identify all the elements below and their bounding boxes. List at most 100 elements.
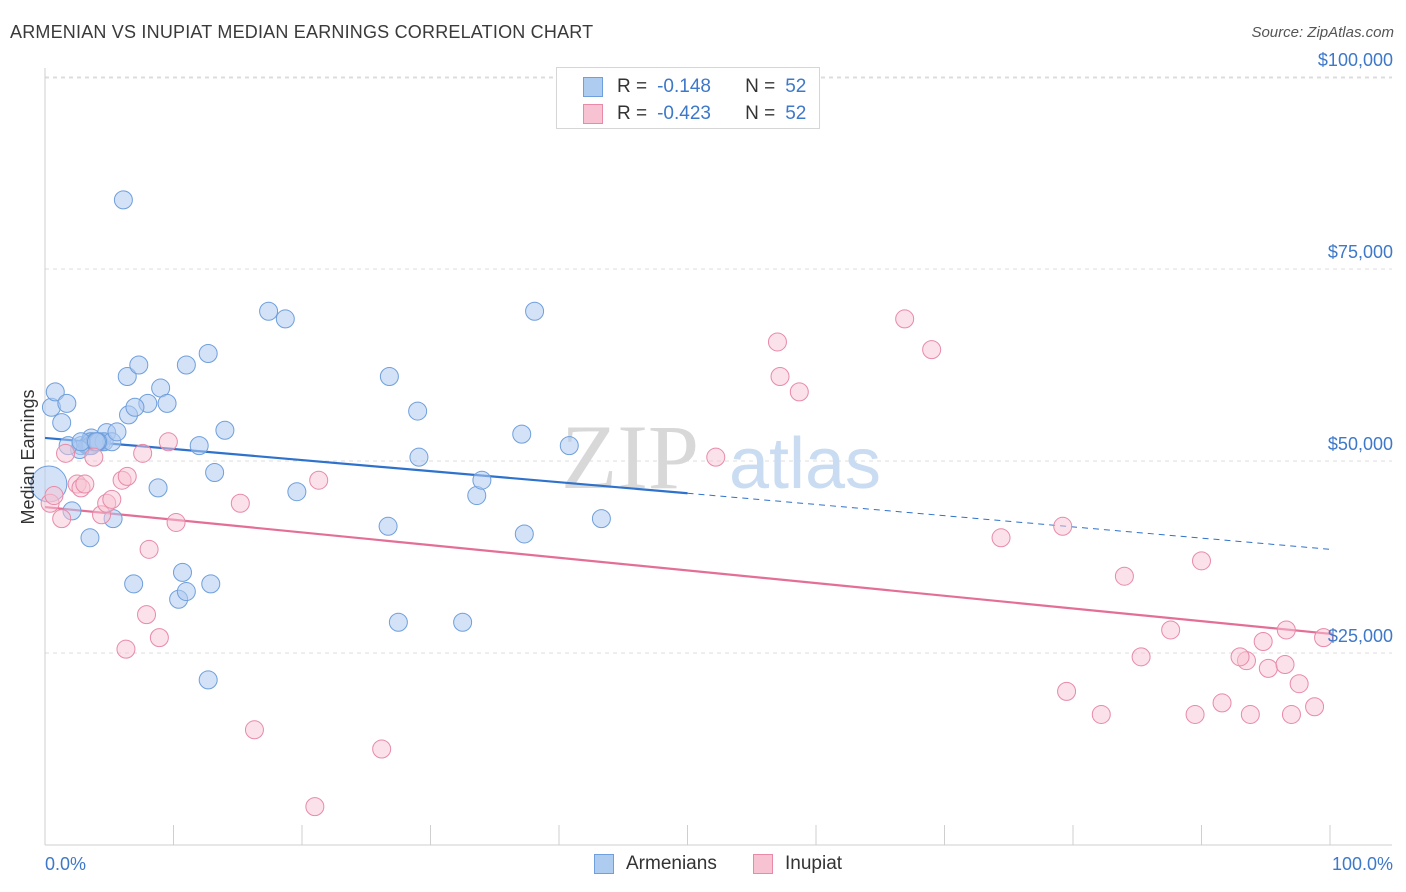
inupiat-point: [1057, 681, 1077, 701]
inupiat-point: [244, 720, 264, 740]
armenian-point: [80, 528, 100, 548]
inupiat-point: [922, 340, 942, 360]
r-label: R =: [617, 76, 648, 97]
n-label: N =: [745, 76, 776, 97]
inupiat-point: [991, 528, 1011, 548]
inupiat-point: [1253, 631, 1273, 651]
inupiat-point: [149, 628, 169, 648]
inupiat-swatch: [583, 104, 603, 124]
inupiat-point: [158, 432, 178, 452]
inupiat-point: [56, 443, 76, 463]
watermark-zip: ZIP: [561, 406, 699, 508]
inupiat-point: [789, 382, 809, 402]
armenian-point: [205, 463, 225, 483]
inupiat-point: [1212, 693, 1232, 713]
inupiat-legend-swatch: [753, 854, 773, 874]
inupiat-point: [116, 639, 136, 659]
armenian-point: [408, 401, 428, 421]
armenian-point: [107, 422, 127, 442]
watermark: ZIP atlas: [561, 406, 881, 508]
armenian-point: [198, 670, 218, 690]
y-tick-label: $100,000: [1318, 50, 1393, 70]
legend-item-armenians[interactable]: Armenians: [594, 850, 717, 878]
stats-legend-row-armenian: R = -0.148 N = 52: [557, 74, 806, 100]
legend-item-inupiat[interactable]: Inupiat: [753, 850, 842, 878]
inupiat-point: [1289, 674, 1309, 694]
stats-legend-row-inupiat: R = -0.423 N = 52: [557, 101, 806, 127]
inupiat-point: [166, 512, 186, 532]
inupiat-legend-label: Inupiat: [785, 853, 843, 874]
inupiat-point: [1161, 620, 1181, 640]
inupiat-point: [137, 605, 157, 625]
armenians-legend-swatch: [594, 854, 614, 874]
data-points: [30, 190, 1334, 817]
armenian-point: [259, 301, 279, 321]
armenian-point: [287, 482, 307, 502]
armenian-point: [514, 524, 534, 544]
y-tick-labels: $25,000 $50,000 $75,000 $100,000: [1318, 50, 1393, 646]
armenian-point: [379, 367, 399, 387]
inupiat-point: [102, 489, 122, 509]
r-label: R =: [617, 103, 648, 124]
armenian-point: [275, 309, 295, 329]
armenian-point: [148, 478, 168, 498]
inupiat-point: [1276, 620, 1296, 640]
armenian-point: [125, 397, 145, 417]
inupiat-point: [133, 443, 153, 463]
armenian-point: [52, 413, 72, 433]
armenian-point: [124, 574, 144, 594]
armenians-legend-label: Armenians: [626, 853, 717, 874]
inupiat-point: [1305, 697, 1325, 717]
n-label: N =: [745, 103, 776, 124]
armenian-point: [215, 420, 235, 440]
inupiat-point: [706, 447, 726, 467]
armenian-point: [472, 470, 492, 490]
armenian-point: [388, 612, 408, 632]
armenian-swatch: [583, 77, 603, 97]
inupiat-point: [1281, 704, 1301, 724]
n-value: 52: [785, 103, 807, 124]
inupiat-point: [1192, 551, 1211, 571]
axes: [44, 68, 1392, 846]
inupiat-point: [305, 797, 325, 817]
armenian-point: [129, 355, 149, 375]
armenian-point: [157, 393, 177, 413]
inupiat-point: [1131, 647, 1151, 667]
inupiat-point: [372, 739, 392, 759]
armenian-point: [172, 562, 192, 582]
x-tick-label-min: 0.0%: [45, 854, 86, 874]
armenian-point: [453, 612, 473, 632]
inupiat-point: [1240, 704, 1260, 724]
grid-lines: [45, 76, 1392, 654]
chart-title: ARMENIAN VS INUPIAT MEDIAN EARNINGS CORR…: [10, 22, 594, 42]
inupiat-trend-line: [44, 505, 1331, 635]
armenian-point: [559, 436, 579, 456]
inupiat-point: [767, 332, 787, 352]
armenian-point: [45, 382, 65, 402]
x-tick-label-max: 100.0%: [1332, 854, 1393, 874]
armenian-point: [198, 343, 218, 363]
armenian-point: [409, 447, 429, 467]
inupiat-point: [139, 539, 159, 559]
n-value: 52: [785, 76, 807, 97]
y-axis-title: Median Earnings: [18, 389, 38, 524]
inupiat-point: [1185, 704, 1205, 724]
armenian-point: [176, 355, 196, 375]
y-tick-label: $25,000: [1328, 626, 1393, 646]
inupiat-point: [1091, 704, 1111, 724]
inupiat-point: [1230, 647, 1250, 667]
inupiat-point: [1053, 516, 1073, 536]
inupiat-point: [230, 493, 250, 513]
inupiat-point: [1314, 628, 1334, 648]
armenian-trend-extension: [687, 492, 1331, 550]
y-tick-label: $75,000: [1328, 242, 1393, 262]
armenian-trend-line: [44, 436, 688, 495]
inupiat-point: [84, 447, 104, 467]
armenian-point: [525, 301, 545, 321]
armenian-point: [512, 424, 532, 444]
y-tick-label: $50,000: [1328, 434, 1393, 454]
armenian-point: [591, 509, 611, 529]
r-value: -0.423: [657, 103, 711, 124]
inupiat-point: [52, 509, 72, 529]
stats-legend: R = -0.148 N = 52 R = -0.423 N = 52: [556, 67, 820, 129]
